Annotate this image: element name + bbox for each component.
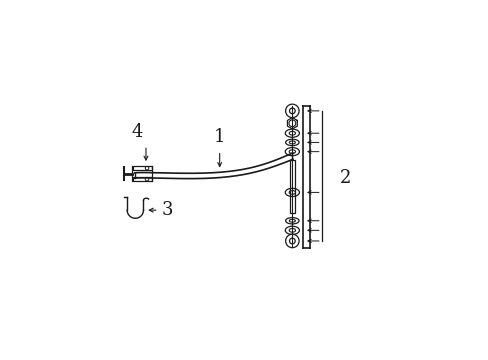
- Bar: [289, 160, 294, 213]
- Text: 4: 4: [131, 123, 143, 141]
- Text: 2: 2: [339, 169, 350, 187]
- Text: 1: 1: [214, 128, 225, 146]
- Bar: [133, 177, 151, 181]
- Text: 3: 3: [161, 201, 172, 219]
- Bar: [133, 166, 151, 170]
